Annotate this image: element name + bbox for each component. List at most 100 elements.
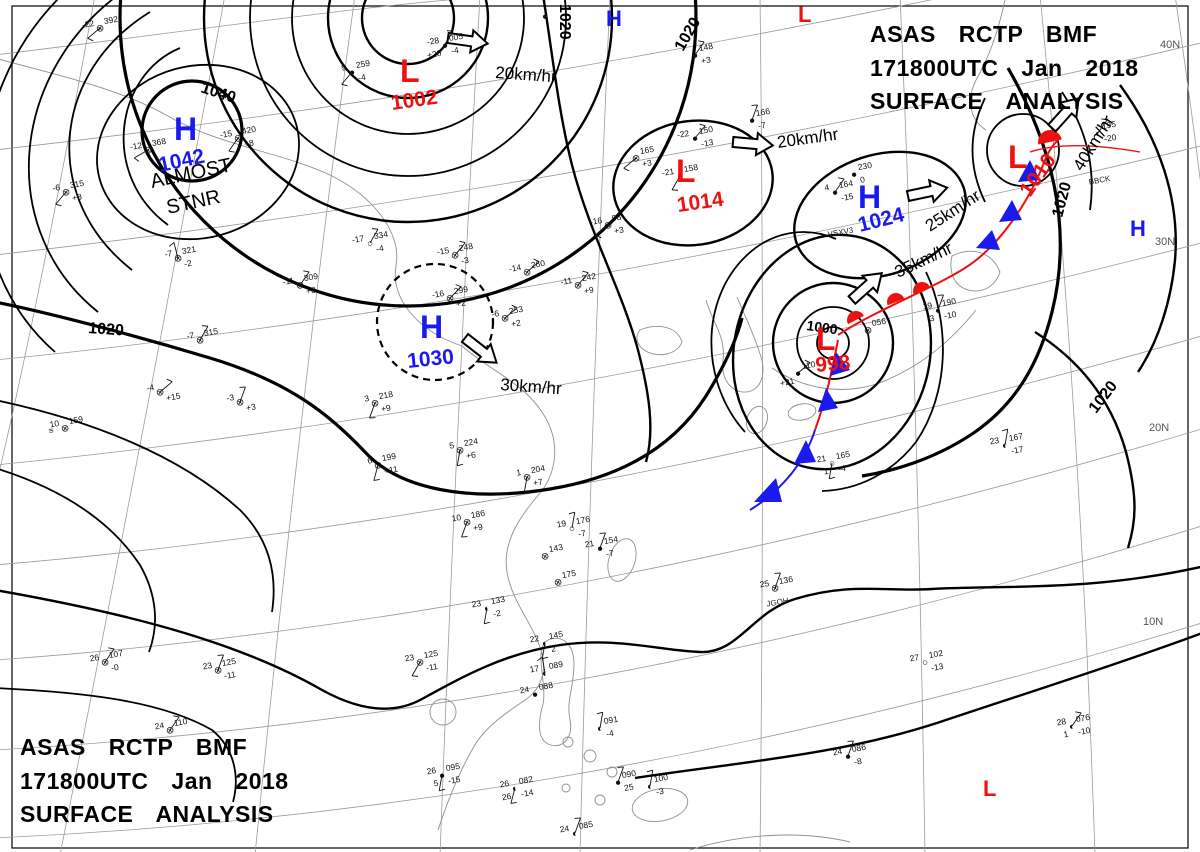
station-text: BBCK [1088,174,1112,187]
station-text: -6 [491,308,500,319]
wind-barb [369,417,376,419]
wind-barb [373,464,379,481]
movement-arrow [460,332,498,364]
wind-barb [510,787,516,804]
station-plot: ●-21 158 [661,162,699,191]
station-text: 145 [548,629,564,641]
station-plot: ◐091 -4 [596,711,619,739]
movement-arrow [847,272,884,306]
wind-barb [599,712,604,729]
wind-barb [461,536,468,538]
wind-barb [411,675,419,677]
station-text: ⊗ [233,133,243,145]
station-text: 21 [816,453,827,465]
station-text: 154 [603,534,619,546]
title-line3: SURFACE ANALYSIS [870,88,1124,114]
occluded-segment [814,339,839,431]
station-text: ⊗ [370,398,380,410]
station-text: +11 [383,464,399,476]
wind-barb [104,648,115,663]
wind-barb [168,242,175,247]
station-text: ⊗ [573,280,583,292]
wind-barb [617,766,624,768]
station-text: 0 [859,174,866,185]
station-text: 095 [445,761,461,773]
station-text: +3 [700,54,712,66]
wind-barb [541,642,546,659]
high-center-symbol: H [1130,216,1146,241]
wind-barb [371,228,379,230]
station-text: -13 [930,661,944,673]
wind-barb [847,740,854,757]
cold-front-line [749,429,816,511]
station-text: -3 [226,392,235,403]
high-center-symbol: H [858,179,881,215]
station-text: -12 [129,140,143,152]
station-text: 22 [529,633,540,645]
wind-barb [173,242,179,259]
station-text: -4 [605,728,614,739]
station-text: ● [596,543,604,555]
station-text: -11 [425,661,438,673]
station-text: ⊗ [60,423,70,435]
station-plot: ●166 -7 [748,104,771,131]
station-plot: ◐28 076 1 -10 [1056,711,1091,740]
station-plot: ●4 164-15 [824,177,854,203]
station-text: -17 [351,233,365,245]
station-text: ● [844,751,852,763]
wind-barb [459,240,466,244]
wind-barb [751,104,758,106]
wind-barb [617,766,624,783]
station-text: -20 [1103,132,1117,144]
station-plot: ●110 +21 [779,359,816,388]
wind-barb [568,511,575,515]
wind-barb [373,478,380,481]
station-plot: ⊗143 [540,542,564,563]
wind-barb [937,294,944,311]
wind-barb [169,716,180,731]
station-text: ⊗ [95,23,105,35]
station-text: 085 [578,819,594,831]
wind-barb [217,654,224,671]
station-text: -3 [460,255,469,266]
station-text: 158 [683,162,699,174]
station-plot: ⊗-16 98+3 [589,212,625,239]
low-center-value: 1014 [675,188,725,217]
wind-barb [217,654,224,656]
wind-barb [774,572,781,574]
warm-front-bump [847,311,864,325]
station-text: 148 [698,41,714,53]
station-text: 315 [203,326,219,338]
station-text: 165 [639,144,655,156]
station-plot: BBCK [1088,174,1112,187]
wind-barb [1071,712,1082,727]
wind-barb [838,177,845,180]
latitude-label: 40N [1160,39,1180,51]
station-plot: ⊗10 159 ≡ [48,414,84,436]
low-center-symbol: L [676,153,696,189]
station-text: -4 [357,72,366,83]
wind-barb [438,774,443,791]
station-text: 204 [530,463,546,475]
station-text: ○ [568,523,576,535]
station-text: ⊗ [155,387,165,399]
latitude-label: 30N [1155,236,1175,248]
station-text: ● [850,169,858,181]
isobars [0,0,1200,803]
wind-barb [699,123,706,127]
station-text: ⊗ [195,335,205,347]
station-text: 23 [471,598,482,610]
wind-barb [596,711,603,715]
station-text: 392 [103,14,119,26]
station-text: ⊗ [540,551,550,563]
station-text: +6 [465,449,477,461]
wind-barb [599,532,606,534]
speed-label: 30km/hr [500,375,563,398]
station-text: 19 [556,518,567,530]
station-text: 23 [989,435,1000,447]
latitude-label: 10N [1143,616,1163,628]
station-plot: ○27 102-13 [909,648,945,673]
station-text: 056 [871,316,887,328]
station-plot: ◐19 190 3 -10 [922,294,957,324]
